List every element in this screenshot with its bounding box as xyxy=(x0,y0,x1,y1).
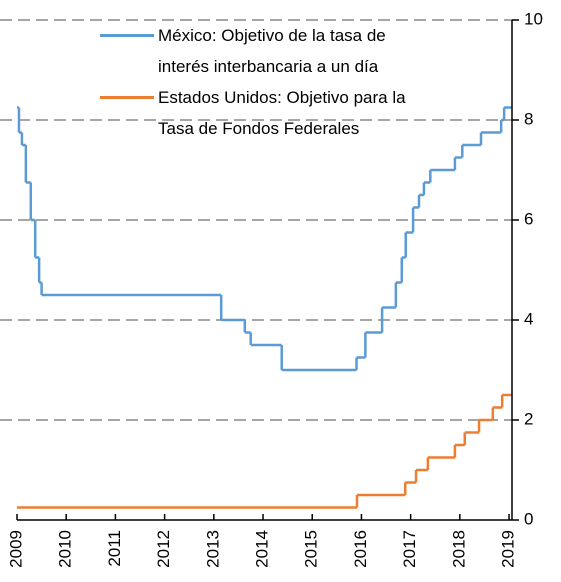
x-tick-label: 2016 xyxy=(351,530,370,568)
y-tick-label: 2 xyxy=(524,409,533,428)
x-tick-label: 2012 xyxy=(154,530,173,568)
legend-swatch xyxy=(100,96,154,99)
x-tick-label: 2010 xyxy=(56,530,75,568)
x-tick-label: 2018 xyxy=(449,530,468,568)
y-tick-label: 6 xyxy=(524,209,533,228)
legend-label: México: Objetivo de la tasa de interés i… xyxy=(158,26,386,76)
x-tick-label: 2017 xyxy=(400,530,419,568)
x-tick-label: 2014 xyxy=(253,530,272,568)
legend-entry: Estados Unidos: Objetivo para la Tasa de… xyxy=(100,82,440,144)
x-tick-label: 2011 xyxy=(105,530,124,567)
x-tick-label: 2019 xyxy=(499,530,518,568)
y-tick-label: 0 xyxy=(524,509,533,528)
x-tick-label: 2009 xyxy=(6,530,25,568)
legend-swatch xyxy=(100,34,154,37)
legend-label: Estados Unidos: Objetivo para la Tasa de… xyxy=(158,88,406,138)
legend-entry: México: Objetivo de la tasa de interés i… xyxy=(100,20,440,82)
y-tick-label: 10 xyxy=(524,9,543,28)
x-tick-label: 2015 xyxy=(302,530,321,568)
x-tick-label: 2013 xyxy=(203,530,222,568)
y-tick-label: 8 xyxy=(524,109,533,128)
y-tick-label: 4 xyxy=(524,309,533,328)
